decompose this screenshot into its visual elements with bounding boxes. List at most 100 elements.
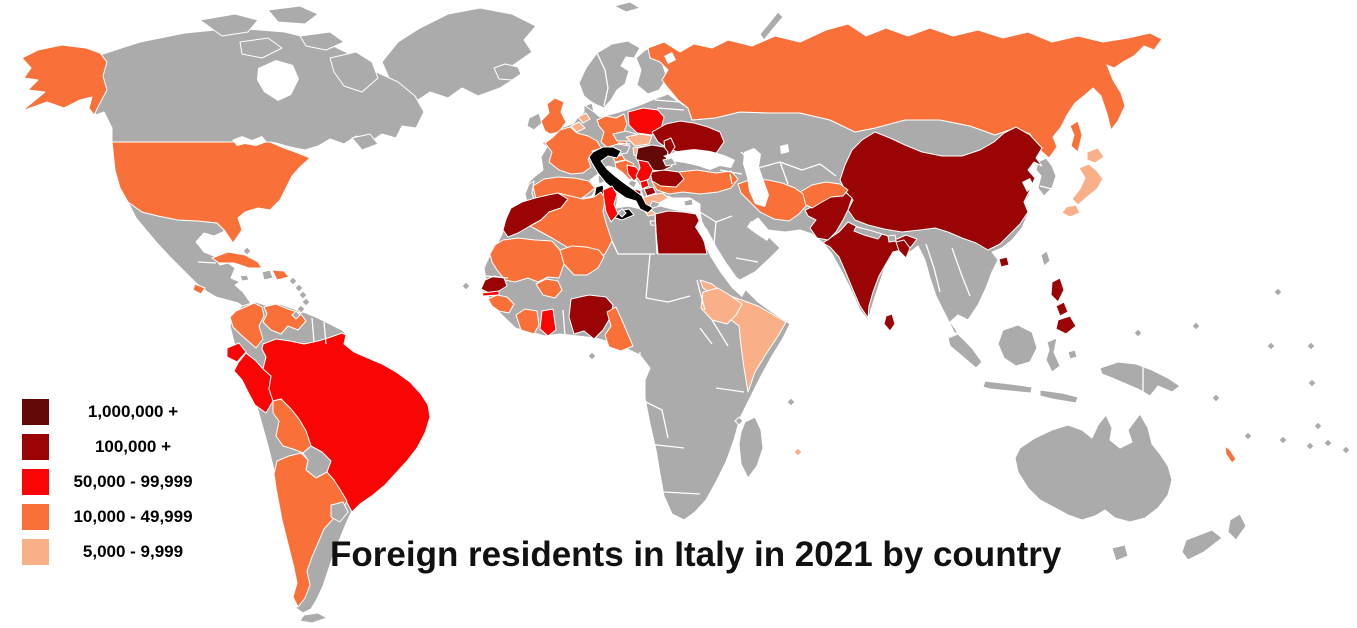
country-cyprus bbox=[683, 198, 694, 207]
country-iceland bbox=[493, 63, 522, 81]
region-arctic-islands bbox=[199, 5, 379, 151]
country-new-zealand bbox=[1181, 513, 1247, 561]
sea-red-sea bbox=[695, 220, 746, 297]
country-guinea bbox=[487, 294, 515, 314]
legend-swatch-50k bbox=[22, 468, 49, 495]
region-hokkaido bbox=[1086, 147, 1105, 164]
island-marker bbox=[1323, 438, 1333, 448]
country-new-caledonia bbox=[1224, 445, 1237, 464]
island-marker bbox=[296, 304, 306, 314]
island-marker bbox=[294, 283, 304, 293]
country-australia bbox=[1014, 413, 1173, 523]
legend-row: 50,000 - 99,999 bbox=[22, 464, 217, 499]
region-crimea bbox=[662, 157, 677, 167]
island-marker bbox=[1305, 441, 1315, 451]
island-marker bbox=[734, 416, 744, 426]
country-china bbox=[839, 126, 1043, 251]
country-tunisia bbox=[602, 185, 619, 223]
island-marker bbox=[1266, 341, 1276, 351]
island-marker bbox=[288, 276, 298, 286]
country-nigeria bbox=[568, 294, 614, 340]
island-marker bbox=[461, 281, 471, 291]
country-haiti bbox=[261, 269, 274, 281]
country-ivory-coast bbox=[515, 308, 540, 335]
island-marker bbox=[1278, 435, 1288, 445]
country-sri-lanka bbox=[883, 313, 896, 332]
island-marker-mauritius bbox=[793, 447, 803, 457]
island-marker bbox=[786, 397, 796, 407]
legend-label: 50,000 - 99,999 bbox=[73, 471, 193, 491]
legend-label: 10,000 - 49,999 bbox=[73, 506, 193, 526]
country-ethiopia bbox=[700, 287, 743, 325]
island-marker bbox=[1307, 378, 1317, 388]
legend-swatch-10k bbox=[22, 503, 49, 530]
sea-caspian bbox=[743, 148, 769, 207]
country-colombia bbox=[229, 302, 265, 349]
sea-aral bbox=[780, 144, 789, 154]
island-marker bbox=[1211, 393, 1221, 403]
country-ireland bbox=[526, 112, 543, 131]
sea-black-sea bbox=[663, 149, 735, 170]
country-nepal bbox=[853, 226, 883, 240]
country-el-salvador bbox=[192, 283, 206, 295]
island-marker bbox=[291, 310, 301, 320]
region-sakhalin bbox=[1069, 120, 1083, 153]
island-marker bbox=[301, 297, 311, 307]
country-mali bbox=[489, 237, 565, 283]
island-marker bbox=[617, 208, 627, 218]
legend-label: 5,000 - 9,999 bbox=[82, 541, 184, 561]
country-taiwan bbox=[1040, 250, 1051, 267]
country-jamaica bbox=[239, 274, 250, 282]
country-cuba bbox=[211, 251, 263, 269]
legend-row: 1,000,000 + bbox=[22, 394, 217, 429]
country-usa bbox=[111, 141, 311, 244]
island-marker bbox=[298, 290, 308, 300]
island-marker bbox=[1306, 341, 1316, 351]
country-netherlands bbox=[577, 112, 591, 124]
legend-swatch-5k bbox=[22, 538, 49, 565]
country-argentina bbox=[273, 452, 348, 608]
region-svalbard bbox=[613, 1, 641, 13]
country-italy bbox=[588, 146, 654, 214]
legend-label: 1,000,000 + bbox=[87, 401, 179, 421]
country-niger bbox=[559, 245, 605, 276]
country-philippines bbox=[1050, 277, 1077, 335]
region-indonesia bbox=[947, 324, 1079, 404]
island-marker bbox=[1273, 287, 1283, 297]
country-cameroon bbox=[604, 306, 634, 352]
island-marker bbox=[587, 351, 597, 361]
region-hainan bbox=[998, 256, 1010, 268]
country-afghanistan bbox=[799, 181, 849, 209]
country-belgium bbox=[570, 121, 586, 133]
legend-swatch-1m bbox=[22, 398, 49, 425]
region-norway-sweden bbox=[578, 40, 641, 109]
region-honshu bbox=[1071, 163, 1104, 206]
region-tierra-del-fuego bbox=[299, 612, 328, 624]
region-kyushu bbox=[1061, 204, 1081, 218]
country-united-kingdom bbox=[540, 97, 567, 135]
island-marker bbox=[1313, 421, 1323, 431]
country-montenegro bbox=[627, 179, 638, 189]
country-dominican-republic bbox=[271, 269, 290, 281]
country-usa-alaska bbox=[21, 44, 108, 116]
country-bulgaria bbox=[649, 169, 685, 188]
country-bhutan bbox=[887, 234, 897, 243]
island-marker bbox=[1191, 321, 1201, 331]
legend-row: 10,000 - 49,999 bbox=[22, 499, 217, 534]
legend-row: 5,000 - 9,999 bbox=[22, 534, 217, 569]
country-bangladesh bbox=[895, 239, 911, 259]
sea-white-sea bbox=[664, 52, 676, 64]
country-kosovo bbox=[639, 179, 650, 190]
legend: 1,000,000 + 100,000 + 50,000 - 99,999 10… bbox=[22, 394, 217, 569]
country-burkina-faso bbox=[535, 278, 563, 299]
island-marker bbox=[1133, 328, 1143, 338]
island-marker bbox=[242, 246, 252, 256]
country-ecuador bbox=[226, 342, 247, 363]
legend-label: 100,000 + bbox=[94, 436, 172, 456]
inland-seas bbox=[232, 52, 1034, 297]
island-marker bbox=[1341, 445, 1351, 455]
country-russia bbox=[647, 23, 1163, 159]
map-title: Foreign residents in Italy in 2021 by co… bbox=[330, 535, 1062, 574]
